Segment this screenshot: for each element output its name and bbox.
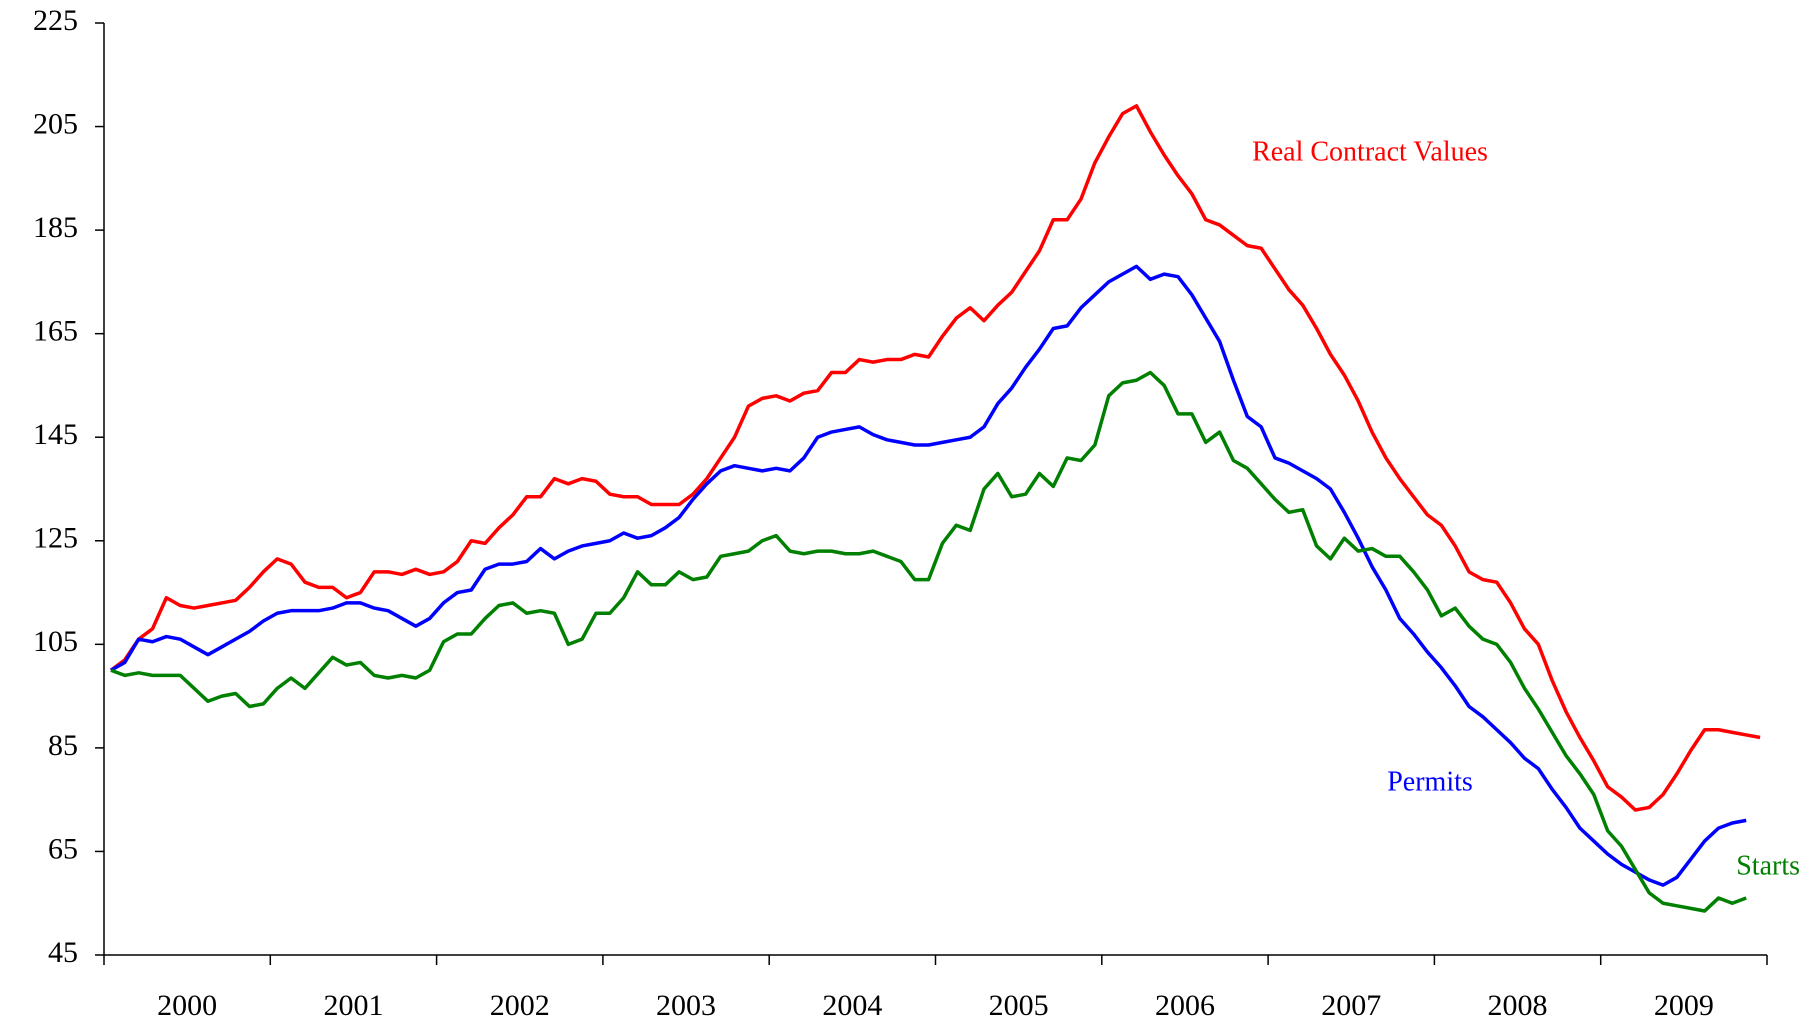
series-line bbox=[110, 264, 1747, 887]
y-tick-label: 185 bbox=[33, 211, 78, 244]
y-tick-label: 225 bbox=[33, 4, 78, 37]
y-tick-label: 205 bbox=[33, 107, 78, 140]
y-tick-label: 105 bbox=[33, 625, 78, 658]
x-tick-label: 2002 bbox=[490, 989, 550, 1022]
y-tick-label: 165 bbox=[33, 315, 78, 348]
x-tick-label: 2009 bbox=[1654, 989, 1714, 1022]
x-tick-label: 2007 bbox=[1321, 989, 1381, 1022]
y-tick-label: 125 bbox=[33, 522, 78, 555]
x-tick-label: 2001 bbox=[323, 989, 383, 1022]
y-tick-label: 65 bbox=[48, 832, 78, 865]
x-tick-label: 2008 bbox=[1488, 989, 1548, 1022]
series-label: Permits bbox=[1387, 766, 1473, 797]
y-tick-label: 145 bbox=[33, 418, 78, 451]
x-tick-label: 2006 bbox=[1155, 989, 1215, 1022]
y-tick-label: 85 bbox=[48, 729, 78, 762]
series-label: Starts bbox=[1736, 850, 1800, 881]
x-tick-label: 2004 bbox=[822, 989, 882, 1022]
x-tick-label: 2005 bbox=[989, 989, 1049, 1022]
series-label: Real Contract Values bbox=[1252, 136, 1488, 167]
x-tick-label: 2003 bbox=[656, 989, 716, 1022]
x-tick-label: 2000 bbox=[157, 989, 217, 1022]
y-tick-label: 45 bbox=[48, 936, 78, 969]
series-line bbox=[110, 370, 1747, 913]
series-line bbox=[109, 104, 1761, 812]
